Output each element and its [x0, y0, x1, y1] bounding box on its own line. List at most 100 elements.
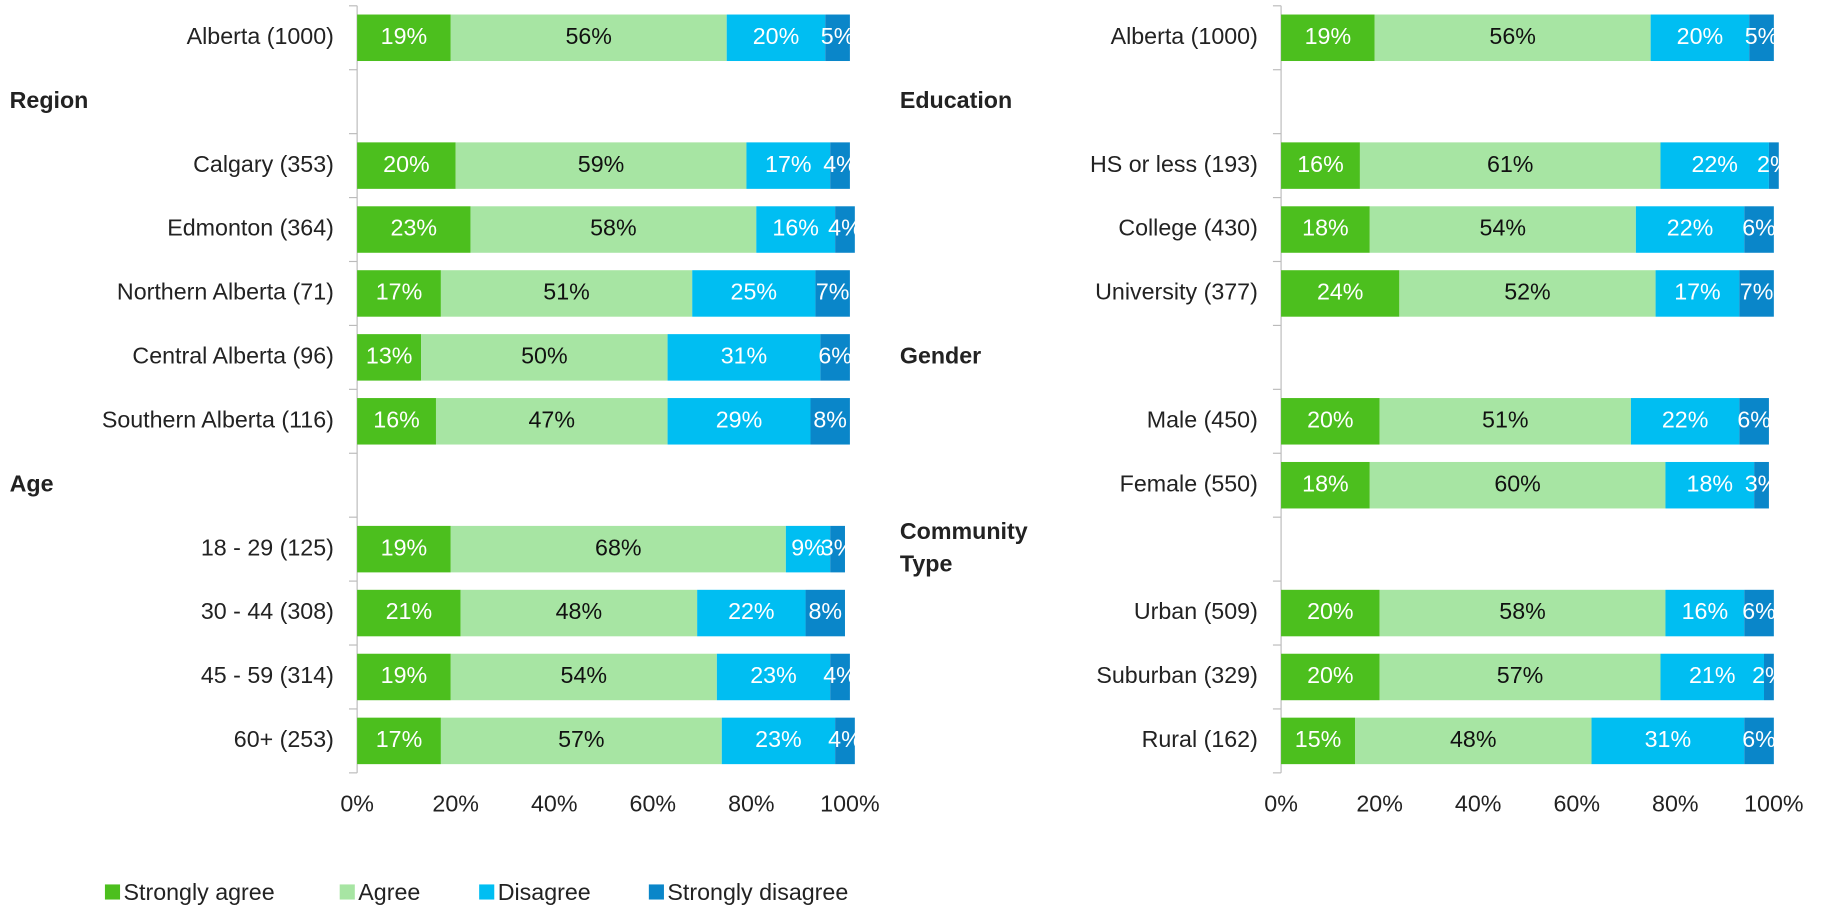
- bar-segment: [721, 717, 836, 765]
- bar-segment: [460, 589, 698, 637]
- section-header: Gender: [900, 343, 981, 369]
- bar-segment: [785, 525, 831, 573]
- legend-swatch: [648, 884, 664, 900]
- x-tick-label: 20%: [1356, 791, 1403, 817]
- value-label: 16%: [1682, 598, 1729, 624]
- category-label: Rural (162): [1142, 726, 1258, 752]
- value-label: 5%: [1745, 23, 1779, 49]
- bar-segment: [1281, 398, 1380, 445]
- legend-label: Strongly disagree: [667, 879, 848, 905]
- x-tick-label: 60%: [1553, 791, 1600, 817]
- value-label: 31%: [1645, 726, 1692, 752]
- value-label: 56%: [565, 23, 612, 49]
- bar-segment: [1665, 589, 1745, 637]
- bar-segment: [1281, 653, 1380, 701]
- bar-segment: [746, 142, 831, 189]
- value-label: 19%: [1305, 23, 1352, 49]
- value-label: 51%: [543, 279, 590, 305]
- value-label: 23%: [391, 215, 438, 241]
- bar-segment: [440, 717, 722, 765]
- value-label: 21%: [1689, 662, 1736, 688]
- section-header: Community Type: [900, 518, 1034, 577]
- bar-segment: [357, 525, 451, 573]
- bar-segment: [1281, 206, 1370, 253]
- bar-segment: [692, 270, 816, 317]
- value-label: 9%: [791, 534, 825, 560]
- value-label: 68%: [595, 534, 642, 560]
- legend-label: Strongly agree: [124, 879, 275, 905]
- bar-segment: [1354, 717, 1592, 765]
- value-label: 50%: [521, 343, 568, 369]
- bar-segment: [450, 525, 786, 573]
- bar-segment: [435, 398, 668, 445]
- value-label: 48%: [1450, 726, 1497, 752]
- value-label: 16%: [772, 215, 819, 241]
- section-header: Education: [900, 87, 1012, 113]
- bar-segment: [450, 14, 727, 62]
- bar-segment: [421, 334, 668, 381]
- x-tick-label: 80%: [1652, 791, 1699, 817]
- bar-segment: [825, 14, 850, 62]
- value-label: 17%: [1674, 279, 1721, 305]
- x-tick-label: 100%: [1744, 791, 1803, 817]
- value-label: 61%: [1487, 151, 1534, 177]
- bar-segment: [357, 334, 422, 381]
- bar-segment: [1660, 653, 1764, 701]
- legend-swatch: [339, 884, 355, 900]
- bar-segment: [357, 142, 456, 189]
- value-label: 25%: [731, 279, 778, 305]
- bar-segment: [1635, 206, 1745, 253]
- value-label: 23%: [750, 662, 797, 688]
- value-label: 17%: [376, 726, 423, 752]
- value-label: 58%: [1499, 598, 1546, 624]
- value-label: 29%: [716, 406, 763, 432]
- value-label: 5%: [821, 23, 855, 49]
- value-label: 15%: [1295, 726, 1342, 752]
- category-label: Southern Alberta (116): [102, 406, 334, 432]
- bar-segment: [1281, 589, 1380, 637]
- bar-segment: [357, 589, 461, 637]
- section-header: Region: [10, 87, 89, 113]
- bar-segment: [1281, 14, 1375, 62]
- category-label: Central Alberta (96): [132, 343, 333, 369]
- bar-segment: [1739, 398, 1769, 445]
- bar-segment: [1768, 142, 1779, 189]
- value-label: 20%: [753, 23, 800, 49]
- category-label: Calgary (353): [193, 151, 334, 177]
- bar-segment: [1665, 461, 1755, 509]
- bar-segment: [1374, 14, 1651, 62]
- value-label: 3%: [821, 534, 855, 560]
- category-label: University (377): [1095, 279, 1258, 305]
- bar-segment: [450, 653, 717, 701]
- legend-label: Agree: [358, 879, 420, 905]
- bar-segment: [667, 334, 821, 381]
- bar-segment: [810, 398, 850, 445]
- bar-segment: [697, 589, 806, 637]
- bar-segment: [1379, 398, 1631, 445]
- value-label: 8%: [813, 406, 847, 432]
- value-label: 7%: [1740, 279, 1774, 305]
- value-label: 2%: [1752, 662, 1786, 688]
- bar-segment: [756, 206, 836, 253]
- value-label: 20%: [1307, 662, 1354, 688]
- value-label: 24%: [1317, 279, 1364, 305]
- value-label: 47%: [529, 406, 576, 432]
- bar-segment: [1591, 717, 1745, 765]
- value-label: 22%: [1667, 215, 1714, 241]
- bar-segment: [805, 589, 845, 637]
- value-label: 54%: [561, 662, 608, 688]
- value-label: 17%: [376, 279, 423, 305]
- bar-segment: [830, 525, 845, 573]
- value-label: 8%: [808, 598, 842, 624]
- value-label: 31%: [721, 343, 768, 369]
- value-label: 6%: [1742, 598, 1776, 624]
- value-label: 4%: [823, 151, 857, 177]
- bar-segment: [1655, 270, 1740, 317]
- bar-segment: [835, 717, 855, 765]
- value-label: 16%: [373, 406, 420, 432]
- value-label: 17%: [765, 151, 812, 177]
- x-tick-label: 40%: [531, 791, 578, 817]
- x-tick-label: 0%: [340, 791, 374, 817]
- value-label: 4%: [823, 662, 857, 688]
- value-label: 20%: [383, 151, 430, 177]
